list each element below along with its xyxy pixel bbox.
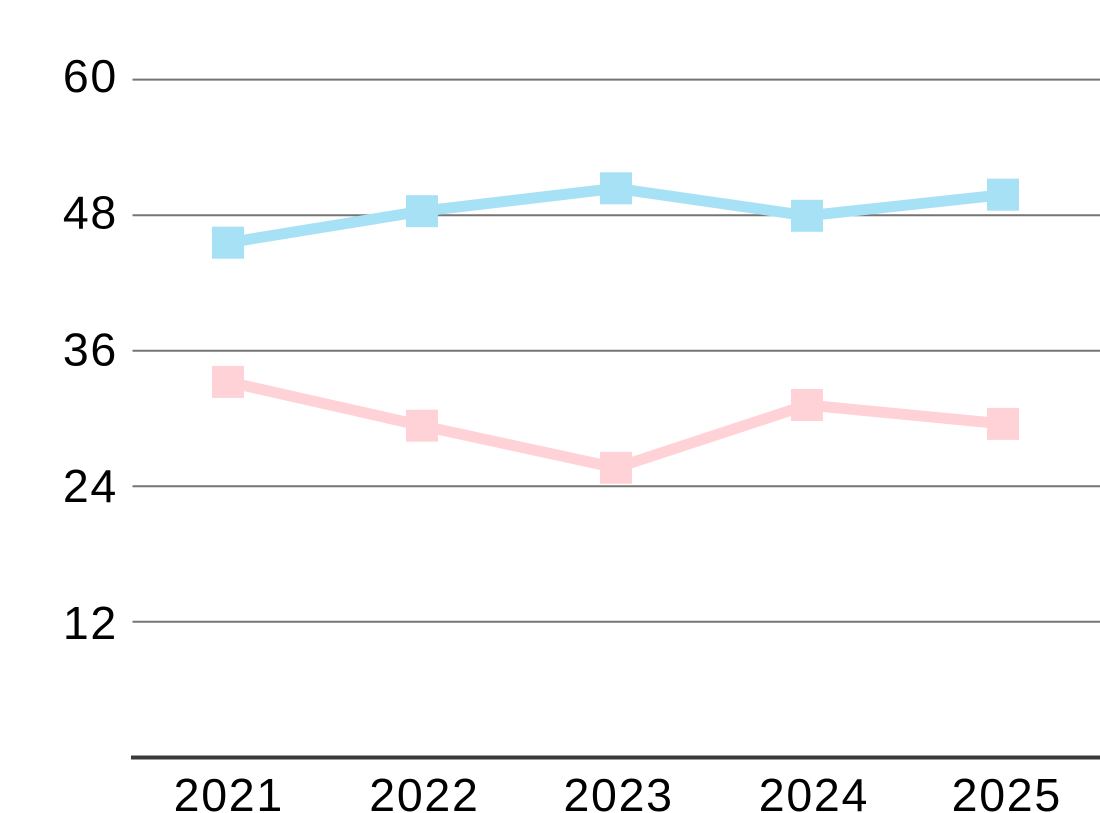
svg-text:2024: 2024	[759, 769, 869, 813]
svg-text:36: 36	[63, 323, 118, 375]
svg-text:48: 48	[63, 186, 118, 238]
svg-text:2021: 2021	[174, 769, 284, 813]
svg-text:24: 24	[63, 460, 118, 512]
svg-text:12: 12	[63, 597, 118, 649]
svg-text:60: 60	[63, 50, 118, 102]
svg-text:2025: 2025	[952, 769, 1062, 813]
svg-text:2022: 2022	[369, 769, 479, 813]
svg-text:2023: 2023	[563, 769, 673, 813]
